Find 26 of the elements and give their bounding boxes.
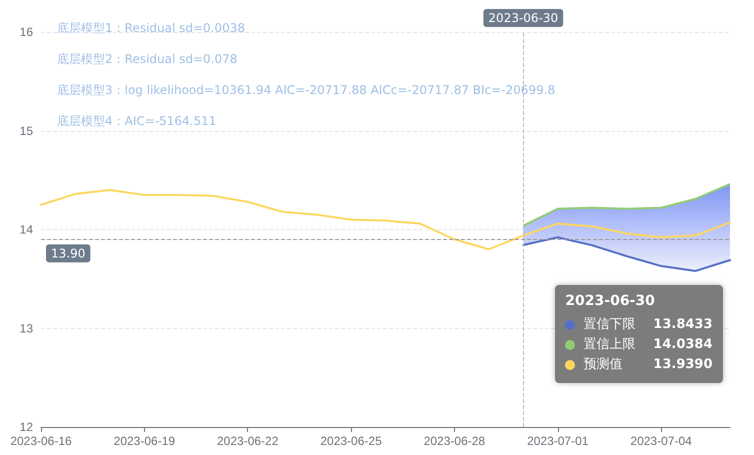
line-series — [522, 236, 731, 272]
x-tick-label: 2023-07-01 — [527, 434, 589, 448]
y-tick-label: 13 — [20, 321, 34, 336]
annotation: 底层模型4：AIC=-5164.511 — [57, 114, 216, 128]
ref-line-label: 13.90 — [51, 246, 86, 260]
text: 2023-06-30 — [565, 293, 655, 310]
legend-label: 置信下限 — [583, 316, 636, 334]
annotation: 13.9390 — [653, 356, 713, 374]
annotation: 14.0384 — [653, 336, 713, 354]
legend-label: 置信上限 — [583, 336, 636, 354]
annotation: 13.8433 — [653, 316, 713, 334]
y-tick-label: 16 — [20, 25, 34, 39]
x-tick-label: 2023-07-04 — [630, 434, 692, 448]
annotation: 底层模型2：Residual sd=0.078 — [57, 52, 238, 66]
x-tick-label: 2023-06-22 — [217, 434, 279, 448]
x-tick-label: 2023-06-19 — [114, 434, 176, 448]
x-tick-label: 2023-06-16 — [10, 434, 72, 448]
line-series — [40, 189, 731, 250]
y-tick-label: 15 — [20, 124, 34, 138]
ref-line-label: 2023-06-30 — [488, 11, 558, 25]
legend-label: 预测值 — [583, 356, 624, 374]
y-tick-label: 14 — [20, 222, 34, 236]
y-tick-label: 12 — [20, 420, 34, 434]
x-tick-label: 2023-06-28 — [424, 434, 486, 448]
x-tick-label: 2023-06-25 — [320, 434, 382, 448]
annotation: 底层模型3：log likelihood=10361.94 AIC=-20717.88 AICc=-20717.87 BIc=-20699.8 — [57, 83, 556, 97]
